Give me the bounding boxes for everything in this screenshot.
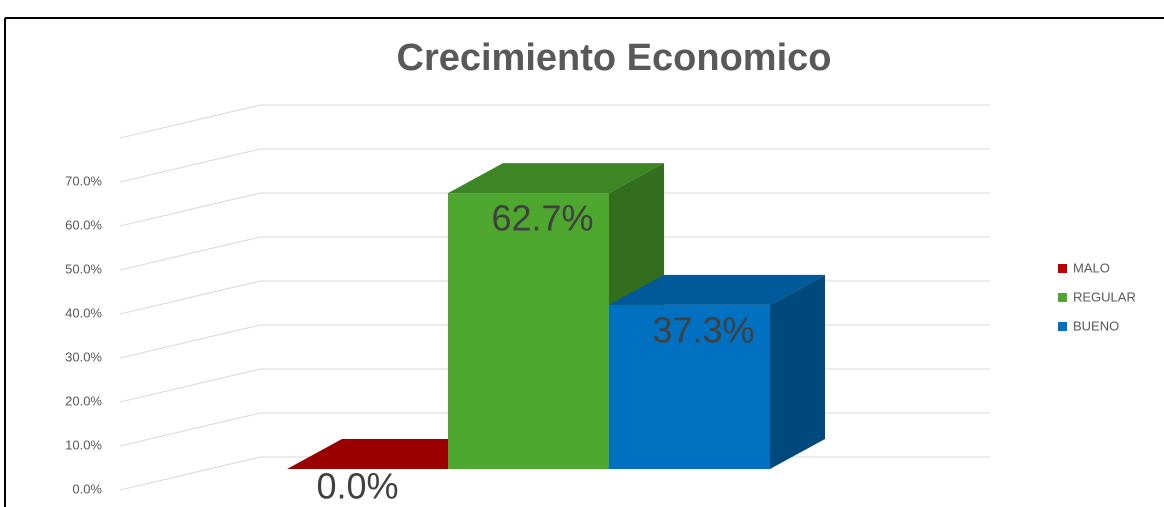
bar-top xyxy=(609,274,825,305)
legend-swatch xyxy=(1058,322,1067,331)
y-tick-label: 70.0% xyxy=(65,173,102,188)
bar xyxy=(609,304,770,469)
legend-swatch xyxy=(1058,293,1067,302)
grid-line xyxy=(119,412,261,447)
grid-line xyxy=(119,368,261,403)
data-label: 0.0% xyxy=(316,466,398,507)
bar xyxy=(448,193,609,469)
y-tick-label: 60.0% xyxy=(65,217,102,232)
legend-label: BUENO xyxy=(1073,318,1119,333)
grid-line xyxy=(119,104,261,139)
y-tick-label: 10.0% xyxy=(65,437,102,452)
bar-side xyxy=(770,274,825,469)
grid-line xyxy=(119,192,261,227)
legend-swatch xyxy=(1058,264,1067,273)
y-tick-label: 30.0% xyxy=(65,349,102,364)
grid-line xyxy=(119,148,261,183)
legend-label: MALO xyxy=(1073,260,1110,275)
grid-line xyxy=(119,236,261,271)
data-label: 37.3% xyxy=(652,309,754,350)
y-tick-label: 40.0% xyxy=(65,305,102,320)
y-tick-label: 50.0% xyxy=(65,261,102,276)
data-label: 62.7% xyxy=(491,198,593,239)
grid-line xyxy=(119,456,261,491)
grid-line xyxy=(119,324,261,359)
chart-title: Crecimiento Economico xyxy=(397,37,832,79)
y-tick-label: 0.0% xyxy=(72,481,102,496)
grid-line xyxy=(119,280,261,315)
bar-top xyxy=(448,163,664,194)
legend-label: REGULAR xyxy=(1073,289,1136,304)
y-tick-label: 20.0% xyxy=(65,393,102,408)
